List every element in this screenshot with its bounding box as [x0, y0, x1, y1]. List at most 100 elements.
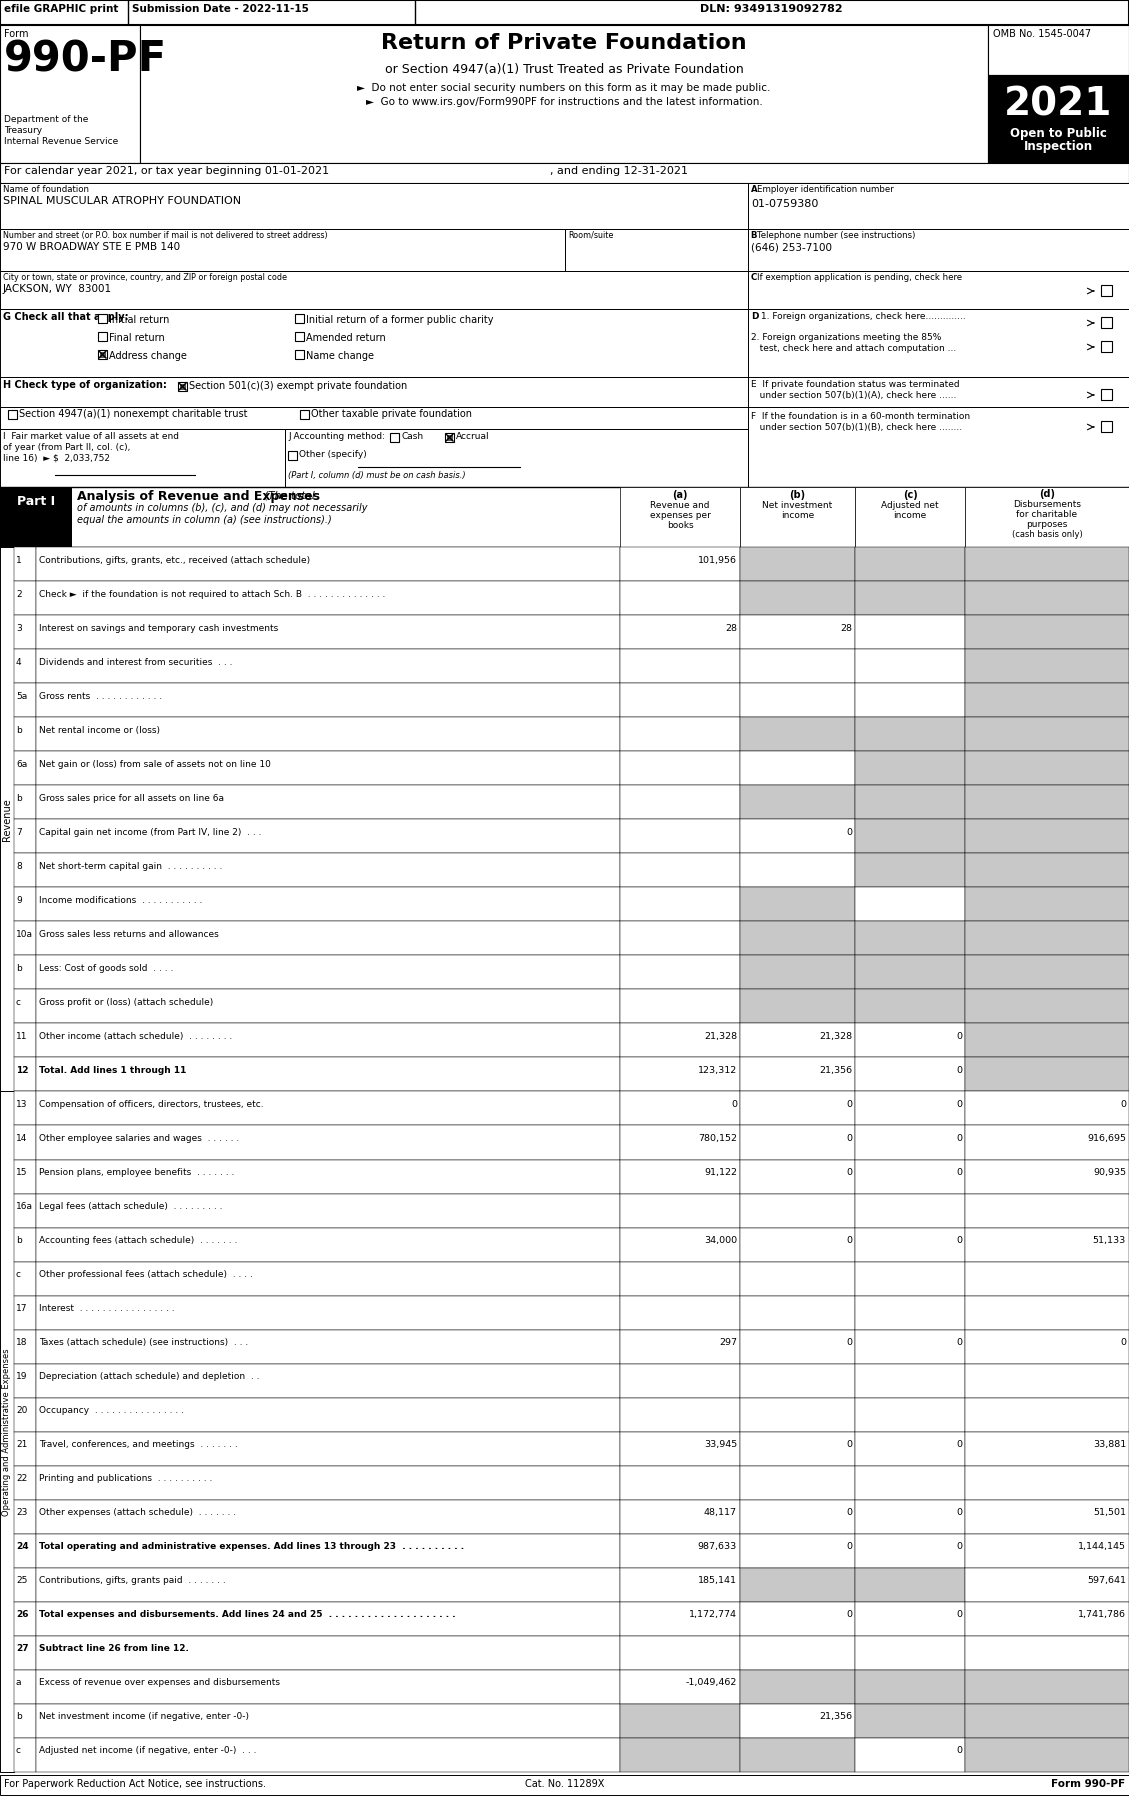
Bar	[36, 1431, 620, 1465]
Bar	[620, 1397, 739, 1431]
Bar	[98, 333, 107, 342]
Bar	[855, 1636, 965, 1670]
Text: Department of the: Department of the	[5, 115, 88, 124]
Bar	[36, 683, 620, 717]
Text: b: b	[16, 793, 21, 802]
Text: books: books	[667, 521, 693, 530]
Text: 0: 0	[730, 1100, 737, 1109]
Bar	[965, 717, 1129, 752]
Bar	[855, 1296, 965, 1331]
Text: 48,117: 48,117	[704, 1509, 737, 1518]
Text: 19: 19	[16, 1372, 27, 1381]
Text: 101,956: 101,956	[698, 556, 737, 565]
Text: 33,881: 33,881	[1093, 1440, 1126, 1449]
Text: Cat. No. 11289X: Cat. No. 11289X	[525, 1778, 604, 1789]
Bar	[855, 1057, 965, 1091]
Text: Cash: Cash	[401, 432, 423, 441]
Bar	[0, 164, 1129, 183]
Bar	[36, 820, 620, 854]
Text: 28: 28	[725, 624, 737, 633]
Bar	[620, 1568, 739, 1602]
Bar	[965, 989, 1129, 1023]
Text: 51,501: 51,501	[1093, 1509, 1126, 1518]
Bar	[36, 1568, 620, 1602]
Bar	[739, 547, 855, 581]
Text: Return of Private Foundation: Return of Private Foundation	[382, 32, 746, 52]
Bar	[965, 1739, 1129, 1773]
Bar	[739, 1296, 855, 1331]
Bar	[965, 649, 1129, 683]
Bar	[620, 615, 739, 649]
Text: Other income (attach schedule)  . . . . . . . .: Other income (attach schedule) . . . . .…	[40, 1032, 233, 1041]
Bar	[14, 1705, 36, 1739]
Bar	[36, 1534, 620, 1568]
Bar	[14, 1228, 36, 1262]
Bar	[620, 1465, 739, 1500]
Bar	[965, 1363, 1129, 1397]
Bar	[965, 1126, 1129, 1160]
Bar	[36, 1091, 620, 1126]
Bar	[620, 1500, 739, 1534]
Bar	[855, 1602, 965, 1636]
Bar	[14, 1363, 36, 1397]
Bar	[1101, 342, 1112, 352]
Bar	[1101, 421, 1112, 432]
Bar	[739, 1057, 855, 1091]
Text: Amended return: Amended return	[306, 333, 386, 343]
Text: 1: 1	[16, 556, 21, 565]
Bar	[36, 1705, 620, 1739]
Bar	[36, 649, 620, 683]
Text: 0: 0	[956, 1440, 962, 1449]
Text: Income modifications  . . . . . . . . . . .: Income modifications . . . . . . . . . .…	[40, 895, 202, 904]
Bar	[739, 752, 855, 786]
Bar	[855, 487, 965, 547]
Bar	[14, 921, 36, 955]
Bar	[855, 989, 965, 1023]
Text: 0: 0	[846, 827, 852, 836]
Bar	[36, 581, 620, 615]
Text: Number and street (or P.O. box number if mail is not delivered to street address: Number and street (or P.O. box number if…	[3, 230, 327, 239]
Bar	[855, 921, 965, 955]
Bar	[14, 1670, 36, 1705]
Text: (Part I, column (d) must be on cash basis.): (Part I, column (d) must be on cash basi…	[288, 471, 465, 480]
Text: Inspection: Inspection	[1023, 140, 1093, 153]
Text: 970 W BROADWAY STE E PMB 140: 970 W BROADWAY STE E PMB 140	[3, 243, 181, 252]
Text: G Check all that apply:: G Check all that apply:	[3, 313, 129, 322]
Bar	[36, 1397, 620, 1431]
Text: E  If private foundation status was terminated: E If private foundation status was termi…	[751, 379, 960, 388]
Text: 21,328: 21,328	[703, 1032, 737, 1041]
Text: 1,144,145: 1,144,145	[1078, 1543, 1126, 1552]
Bar	[390, 433, 399, 442]
Bar	[988, 25, 1129, 76]
Text: Gross sales less returns and allowances: Gross sales less returns and allowances	[40, 930, 219, 939]
Bar	[739, 1670, 855, 1705]
Bar	[1101, 286, 1112, 297]
Bar	[739, 1397, 855, 1431]
Bar	[1101, 316, 1112, 327]
Bar	[36, 1023, 620, 1057]
Bar	[1101, 388, 1112, 399]
Bar	[965, 547, 1129, 581]
Bar	[739, 1194, 855, 1228]
Bar	[965, 1194, 1129, 1228]
Bar	[739, 786, 855, 820]
Bar	[965, 786, 1129, 820]
Text: 0: 0	[956, 1509, 962, 1518]
Bar	[855, 820, 965, 854]
Text: 0: 0	[956, 1169, 962, 1178]
Text: 2021: 2021	[1004, 85, 1112, 122]
Bar	[36, 1296, 620, 1331]
Text: 7: 7	[16, 827, 21, 836]
Text: 12: 12	[16, 1066, 28, 1075]
Bar	[855, 581, 965, 615]
Bar	[965, 487, 1129, 547]
Text: Other employee salaries and wages  . . . . . .: Other employee salaries and wages . . . …	[40, 1135, 239, 1144]
Bar	[855, 1023, 965, 1057]
Bar	[855, 786, 965, 820]
Bar	[36, 1363, 620, 1397]
Bar	[739, 1331, 855, 1363]
Bar	[36, 955, 620, 989]
Bar	[739, 1636, 855, 1670]
Bar	[739, 615, 855, 649]
Text: 34,000: 34,000	[703, 1235, 737, 1244]
